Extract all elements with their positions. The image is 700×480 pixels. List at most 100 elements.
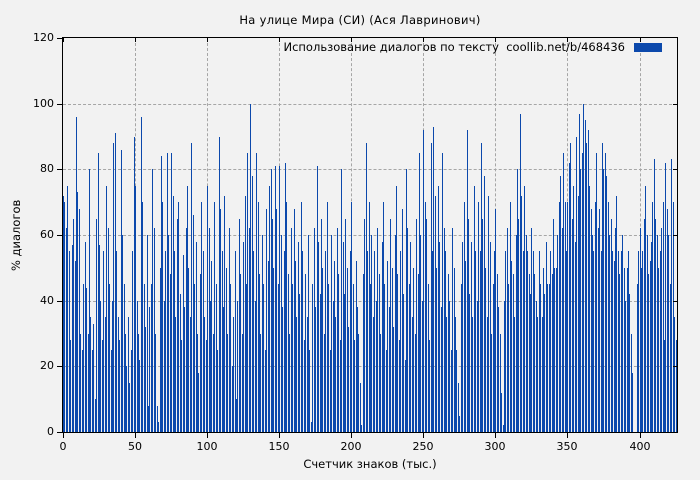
- bar: [557, 235, 558, 432]
- bar: [591, 208, 592, 432]
- bar: [263, 284, 264, 432]
- bar: [513, 274, 514, 432]
- tick-mark: [135, 433, 136, 438]
- tick-mark: [207, 433, 208, 438]
- tick-mark: [351, 38, 352, 42]
- bar: [461, 284, 462, 432]
- bar: [279, 166, 280, 432]
- bar: [351, 202, 352, 432]
- bar: [98, 152, 99, 432]
- bar: [92, 349, 93, 432]
- bar: [596, 152, 597, 432]
- bar: [103, 251, 104, 432]
- bar: [650, 261, 651, 432]
- bar: [485, 267, 486, 432]
- bar: [527, 251, 528, 432]
- bar: [436, 267, 437, 432]
- bar: [173, 195, 174, 432]
- bar: [145, 326, 146, 432]
- bar: [344, 294, 345, 432]
- bar: [454, 267, 455, 432]
- bar: [330, 349, 331, 432]
- bar: [242, 333, 243, 432]
- bar: [235, 251, 236, 432]
- bar: [539, 251, 540, 432]
- tick-mark: [279, 433, 280, 438]
- bar: [324, 333, 325, 432]
- bar: [652, 202, 653, 432]
- bar: [396, 185, 397, 432]
- bar: [615, 228, 616, 432]
- bar: [507, 228, 508, 432]
- bar: [503, 425, 504, 432]
- bar: [345, 218, 346, 432]
- y-tick-label: 40: [40, 293, 54, 307]
- bar: [477, 300, 478, 432]
- bar: [186, 228, 187, 432]
- bar: [407, 228, 408, 432]
- y-tick-label: 80: [40, 162, 54, 176]
- bar: [112, 300, 113, 432]
- bar: [456, 349, 457, 432]
- bar: [444, 228, 445, 432]
- bar: [449, 300, 450, 432]
- bar: [137, 300, 138, 432]
- bar: [135, 185, 136, 432]
- bar: [668, 235, 669, 432]
- bar: [379, 274, 380, 432]
- bar: [260, 333, 261, 432]
- bar: [227, 333, 228, 432]
- bar: [435, 195, 436, 432]
- bar: [90, 317, 91, 432]
- bar: [165, 251, 166, 432]
- tick-mark: [57, 169, 62, 171]
- bar: [171, 152, 172, 432]
- bar: [501, 392, 502, 432]
- bar: [475, 251, 476, 432]
- bar: [350, 251, 351, 432]
- tick-mark: [207, 38, 208, 42]
- legend-color-swatch-icon: [634, 42, 662, 52]
- bar: [472, 317, 473, 432]
- bar: [69, 251, 70, 432]
- bar: [325, 251, 326, 432]
- bar: [322, 267, 323, 432]
- bar: [422, 300, 423, 432]
- bar: [148, 405, 149, 432]
- bar: [547, 284, 548, 432]
- bar: [671, 159, 672, 432]
- bar: [642, 251, 643, 432]
- bar: [64, 202, 65, 432]
- bar: [661, 228, 662, 432]
- bar: [474, 185, 475, 432]
- bar: [258, 202, 259, 432]
- bar: [395, 235, 396, 432]
- bar: [664, 340, 665, 432]
- bar: [177, 218, 178, 432]
- bar: [648, 274, 649, 432]
- legend-label: Использование диалогов по тексту coollib…: [283, 40, 625, 54]
- bar: [553, 218, 554, 432]
- tick-mark: [351, 433, 352, 438]
- bar: [167, 152, 168, 432]
- bar: [583, 103, 584, 432]
- tick-mark: [63, 433, 64, 438]
- bar: [491, 333, 492, 432]
- bar: [384, 284, 385, 432]
- bar: [194, 284, 195, 432]
- bar: [278, 284, 279, 432]
- bar: [118, 317, 119, 432]
- bar: [96, 218, 97, 432]
- bar: [211, 261, 212, 432]
- bar: [341, 169, 342, 432]
- bar: [333, 300, 334, 432]
- x-tick-label: 400: [629, 440, 651, 453]
- bar: [399, 340, 400, 432]
- bar: [125, 333, 126, 432]
- bar: [569, 162, 570, 432]
- tick-mark: [63, 38, 64, 42]
- bar: [116, 251, 117, 432]
- bar: [462, 241, 463, 432]
- bar: [266, 208, 267, 432]
